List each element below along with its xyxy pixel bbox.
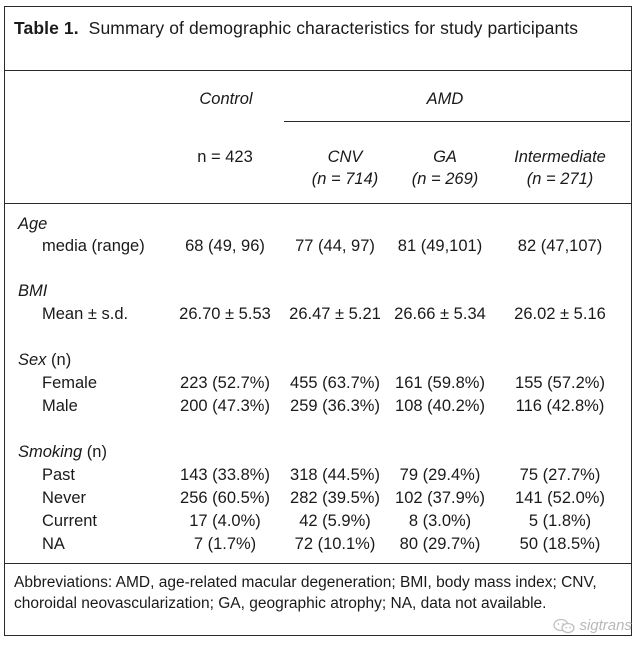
cell-intermediate: 5 (1.8%) — [528, 512, 592, 530]
cell-intermediate: 141 (52.0%) — [515, 489, 605, 507]
cell-ga: 81 (49,101) — [397, 237, 483, 255]
cell-cnv: 72 (10.1%) — [294, 535, 376, 553]
table-footnote: Abbreviations: AMD, age-related macular … — [14, 574, 597, 612]
section-heading-bmi: BMI — [18, 282, 48, 300]
header-control-n: n = 423 — [197, 148, 253, 166]
cell-control: 17 (4.0%) — [189, 512, 261, 530]
cell-cnv: 455 (63.7%) — [290, 374, 380, 392]
cell-cnv: 318 (44.5%) — [290, 466, 380, 484]
header-amd: AMD — [426, 90, 464, 108]
cell-ga: 102 (37.9%) — [395, 489, 485, 507]
cell-ga: 79 (29.4%) — [399, 466, 481, 484]
cell-cnv: 77 (44, 97) — [295, 237, 375, 255]
cell-ga: 80 (29.7%) — [399, 535, 481, 553]
row-label: Female — [42, 374, 98, 392]
table-label: Table 1. — [14, 18, 79, 38]
cell-control: 200 (47.3%) — [180, 397, 270, 415]
cell-control: 68 (49, 96) — [185, 237, 265, 255]
cell-control: 26.70 ± 5.53 — [179, 305, 271, 323]
table-title: Table 1. Summary of demographic character… — [14, 16, 614, 40]
row-label: Mean ± s.d. — [42, 305, 129, 323]
cell-intermediate: 82 (47,107) — [517, 237, 603, 255]
row-label: NA — [42, 535, 65, 553]
header-cnv-n: (n = 714) — [311, 170, 379, 188]
header-ga-n: (n = 269) — [411, 170, 479, 188]
cell-cnv: 282 (39.5%) — [290, 489, 380, 507]
table-title-text: Summary of demographic characteristics f… — [88, 18, 579, 38]
section-heading-age: Age — [18, 215, 48, 233]
cell-intermediate: 50 (18.5%) — [519, 535, 601, 553]
cell-ga: 108 (40.2%) — [395, 397, 485, 415]
row-label: Male — [42, 397, 78, 415]
header-cnv: CNV — [327, 148, 363, 166]
section-heading-sex: Sex (n) — [18, 351, 72, 369]
cell-intermediate: 26.02 ± 5.16 — [514, 305, 606, 323]
section-heading-smoking: Smoking (n) — [18, 443, 107, 461]
header-rule — [5, 203, 631, 204]
row-label: Past — [42, 466, 76, 484]
header-intermediate-n: (n = 271) — [526, 170, 594, 188]
table-frame — [4, 6, 632, 636]
cell-cnv: 42 (5.9%) — [299, 512, 371, 530]
footer-rule — [5, 563, 631, 564]
cell-ga: 26.66 ± 5.34 — [394, 305, 486, 323]
watermark-text: sigtrans — [579, 617, 632, 634]
watermark: sigtrans — [553, 617, 632, 634]
header-control: Control — [199, 90, 253, 108]
cell-control: 223 (52.7%) — [180, 374, 270, 392]
cell-intermediate: 116 (42.8%) — [515, 397, 605, 415]
cell-ga: 161 (59.8%) — [395, 374, 485, 392]
cell-control: 7 (1.7%) — [193, 535, 257, 553]
amd-group-rule — [284, 121, 630, 122]
cell-ga: 8 (3.0%) — [408, 512, 472, 530]
cell-control: 256 (60.5%) — [180, 489, 270, 507]
title-rule — [5, 70, 631, 71]
cell-intermediate: 75 (27.7%) — [519, 466, 601, 484]
row-label: Current — [42, 512, 98, 530]
cell-cnv: 26.47 ± 5.21 — [289, 305, 381, 323]
row-label: Never — [42, 489, 87, 507]
cell-cnv: 259 (36.3%) — [290, 397, 380, 415]
cell-control: 143 (33.8%) — [180, 466, 270, 484]
row-label: media (range) — [42, 237, 145, 255]
header-intermediate: Intermediate — [514, 148, 606, 166]
cell-intermediate: 155 (57.2%) — [515, 374, 605, 392]
wechat-icon — [553, 618, 576, 633]
header-ga: GA — [433, 148, 457, 166]
